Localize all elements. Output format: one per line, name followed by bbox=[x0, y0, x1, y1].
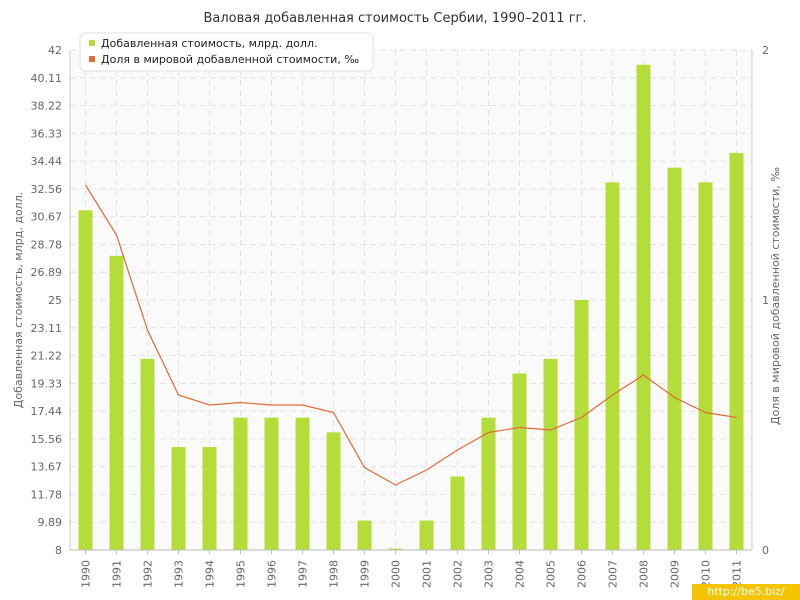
x-tick-label: 2011 bbox=[731, 560, 744, 588]
axes bbox=[69, 50, 753, 551]
x-tick-label: 2003 bbox=[483, 560, 496, 588]
bar bbox=[667, 167, 682, 550]
x-tick-label: 2009 bbox=[669, 560, 682, 588]
x-tick-label: 1996 bbox=[266, 560, 279, 588]
bar bbox=[636, 64, 651, 551]
bar bbox=[264, 417, 279, 550]
y2-axis-ticks: 0 1 2 bbox=[762, 44, 769, 557]
legend: Добавленная стоимость, млрд. долл. Доля в… bbox=[79, 32, 374, 72]
y2-tick-label: 0 bbox=[762, 544, 769, 557]
y-tick-label: 26.89 bbox=[31, 266, 63, 279]
bar bbox=[233, 417, 248, 550]
legend-swatch-bar bbox=[89, 40, 95, 46]
y-tick-label: 25 bbox=[48, 294, 62, 307]
x-tick-label: 1990 bbox=[80, 560, 93, 588]
watermark[interactable]: http://be5.biz/ bbox=[692, 584, 800, 600]
bar bbox=[450, 476, 465, 550]
y-tick-label: 42 bbox=[48, 44, 62, 57]
bar bbox=[109, 255, 124, 550]
y-tick-label: 13.67 bbox=[31, 461, 63, 474]
bar bbox=[78, 210, 93, 550]
x-tick-label: 2006 bbox=[576, 560, 589, 588]
bar bbox=[171, 447, 186, 550]
y-tick-label: 34.44 bbox=[31, 155, 63, 168]
y-tick-label: 9.89 bbox=[38, 516, 63, 529]
line-series bbox=[84, 184, 737, 486]
bar-series bbox=[78, 64, 744, 551]
bar bbox=[295, 417, 310, 550]
bar bbox=[605, 182, 620, 550]
bar bbox=[326, 432, 341, 550]
x-tick-label: 1993 bbox=[173, 560, 186, 588]
y-tick-label: 17.44 bbox=[31, 405, 63, 418]
y-tick-label: 23.11 bbox=[31, 322, 63, 335]
x-tick-label: 2002 bbox=[452, 560, 465, 588]
x-tick-label: 2008 bbox=[638, 560, 651, 588]
series-line bbox=[84, 184, 737, 486]
bar bbox=[202, 447, 217, 550]
y-tick-label: 40.11 bbox=[31, 72, 63, 85]
y-tick-label: 38.22 bbox=[31, 100, 63, 113]
bar bbox=[388, 548, 403, 550]
y2-tick-label: 1 bbox=[762, 294, 769, 307]
x-tick-label: 1992 bbox=[142, 560, 155, 588]
bar bbox=[357, 520, 372, 550]
chart-title: Валовая добавленная стоимость Сербии, 19… bbox=[203, 11, 586, 26]
y-tick-label: 15.56 bbox=[31, 433, 63, 446]
x-tick-label: 2007 bbox=[607, 560, 620, 588]
bar bbox=[543, 358, 558, 550]
x-tick-label: 2001 bbox=[421, 560, 434, 588]
bar bbox=[481, 417, 496, 550]
x-axis-ticks: 1990 1991 1992 1993 1994 1995 1996 1997 1998 1999… bbox=[80, 550, 744, 588]
x-tick-label: 2004 bbox=[514, 560, 527, 588]
x-tick-label: 1999 bbox=[359, 560, 372, 588]
x-tick-label: 1995 bbox=[235, 560, 248, 588]
y2-axis-label: Доля в мировой добавленной стоимости, ‰ bbox=[769, 167, 782, 425]
legend-swatch-line bbox=[89, 56, 95, 62]
y-tick-label: 32.56 bbox=[31, 183, 63, 196]
legend-box bbox=[79, 32, 374, 72]
bar bbox=[419, 520, 434, 550]
y2-tick-label: 2 bbox=[762, 44, 769, 57]
legend-label: Доля в мировой добавленной стоимости, ‰ bbox=[101, 53, 359, 66]
x-tick-label: 1997 bbox=[297, 560, 310, 588]
bar bbox=[140, 358, 155, 550]
y-tick-label: 30.67 bbox=[31, 211, 63, 224]
x-tick-label: 2010 bbox=[700, 560, 713, 588]
bar bbox=[729, 152, 744, 551]
x-tick-label: 1998 bbox=[328, 560, 341, 588]
y-tick-label: 11.78 bbox=[31, 488, 63, 501]
x-tick-label: 2000 bbox=[390, 560, 403, 588]
y-axis-label: Добавленная стоимость, млрд. долл. bbox=[12, 192, 25, 408]
y-tick-label: 28.78 bbox=[31, 238, 63, 251]
y-tick-label: 19.33 bbox=[31, 377, 63, 390]
legend-label: Добавленная стоимость, млрд. долл. bbox=[101, 37, 317, 50]
y-tick-label: 8 bbox=[55, 544, 62, 557]
x-tick-label: 1991 bbox=[111, 560, 124, 588]
y-axis-ticks: 8 9.89 11.78 13.67 15.56 17.44 19.33 21.22 23.11… bbox=[31, 44, 63, 557]
bar bbox=[574, 300, 589, 550]
bar bbox=[698, 182, 713, 550]
bar bbox=[512, 373, 527, 550]
y-tick-label: 36.33 bbox=[31, 127, 63, 140]
x-tick-label: 1994 bbox=[204, 560, 217, 588]
y-tick-label: 21.22 bbox=[31, 350, 63, 363]
x-tick-label: 2005 bbox=[545, 560, 558, 588]
